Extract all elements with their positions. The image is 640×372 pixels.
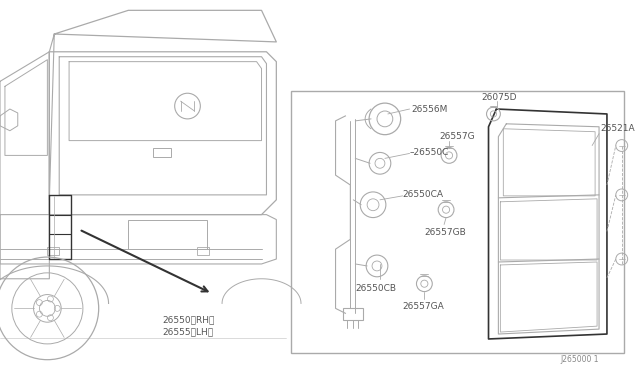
Text: 26557GA: 26557GA [403,302,444,311]
Text: 26556M: 26556M [412,105,448,113]
Bar [291,91,624,353]
Bar [197,247,209,255]
Text: 26557GB: 26557GB [424,228,466,237]
Text: J265000 1: J265000 1 [561,355,599,364]
Text: –26550C: –26550C [410,148,449,157]
Text: 26550CB: 26550CB [355,284,396,293]
Bar [153,148,171,157]
Text: 26555〈LH〉: 26555〈LH〉 [163,328,214,337]
Text: 26521A: 26521A [600,124,635,133]
Text: 26075D: 26075D [482,93,517,102]
Bar [128,219,207,249]
Text: 26550CA: 26550CA [403,190,444,199]
Bar [344,308,363,320]
Text: 26557G: 26557G [439,132,475,141]
Text: 26550〈RH〉: 26550〈RH〉 [163,316,215,325]
Bar [47,247,60,255]
